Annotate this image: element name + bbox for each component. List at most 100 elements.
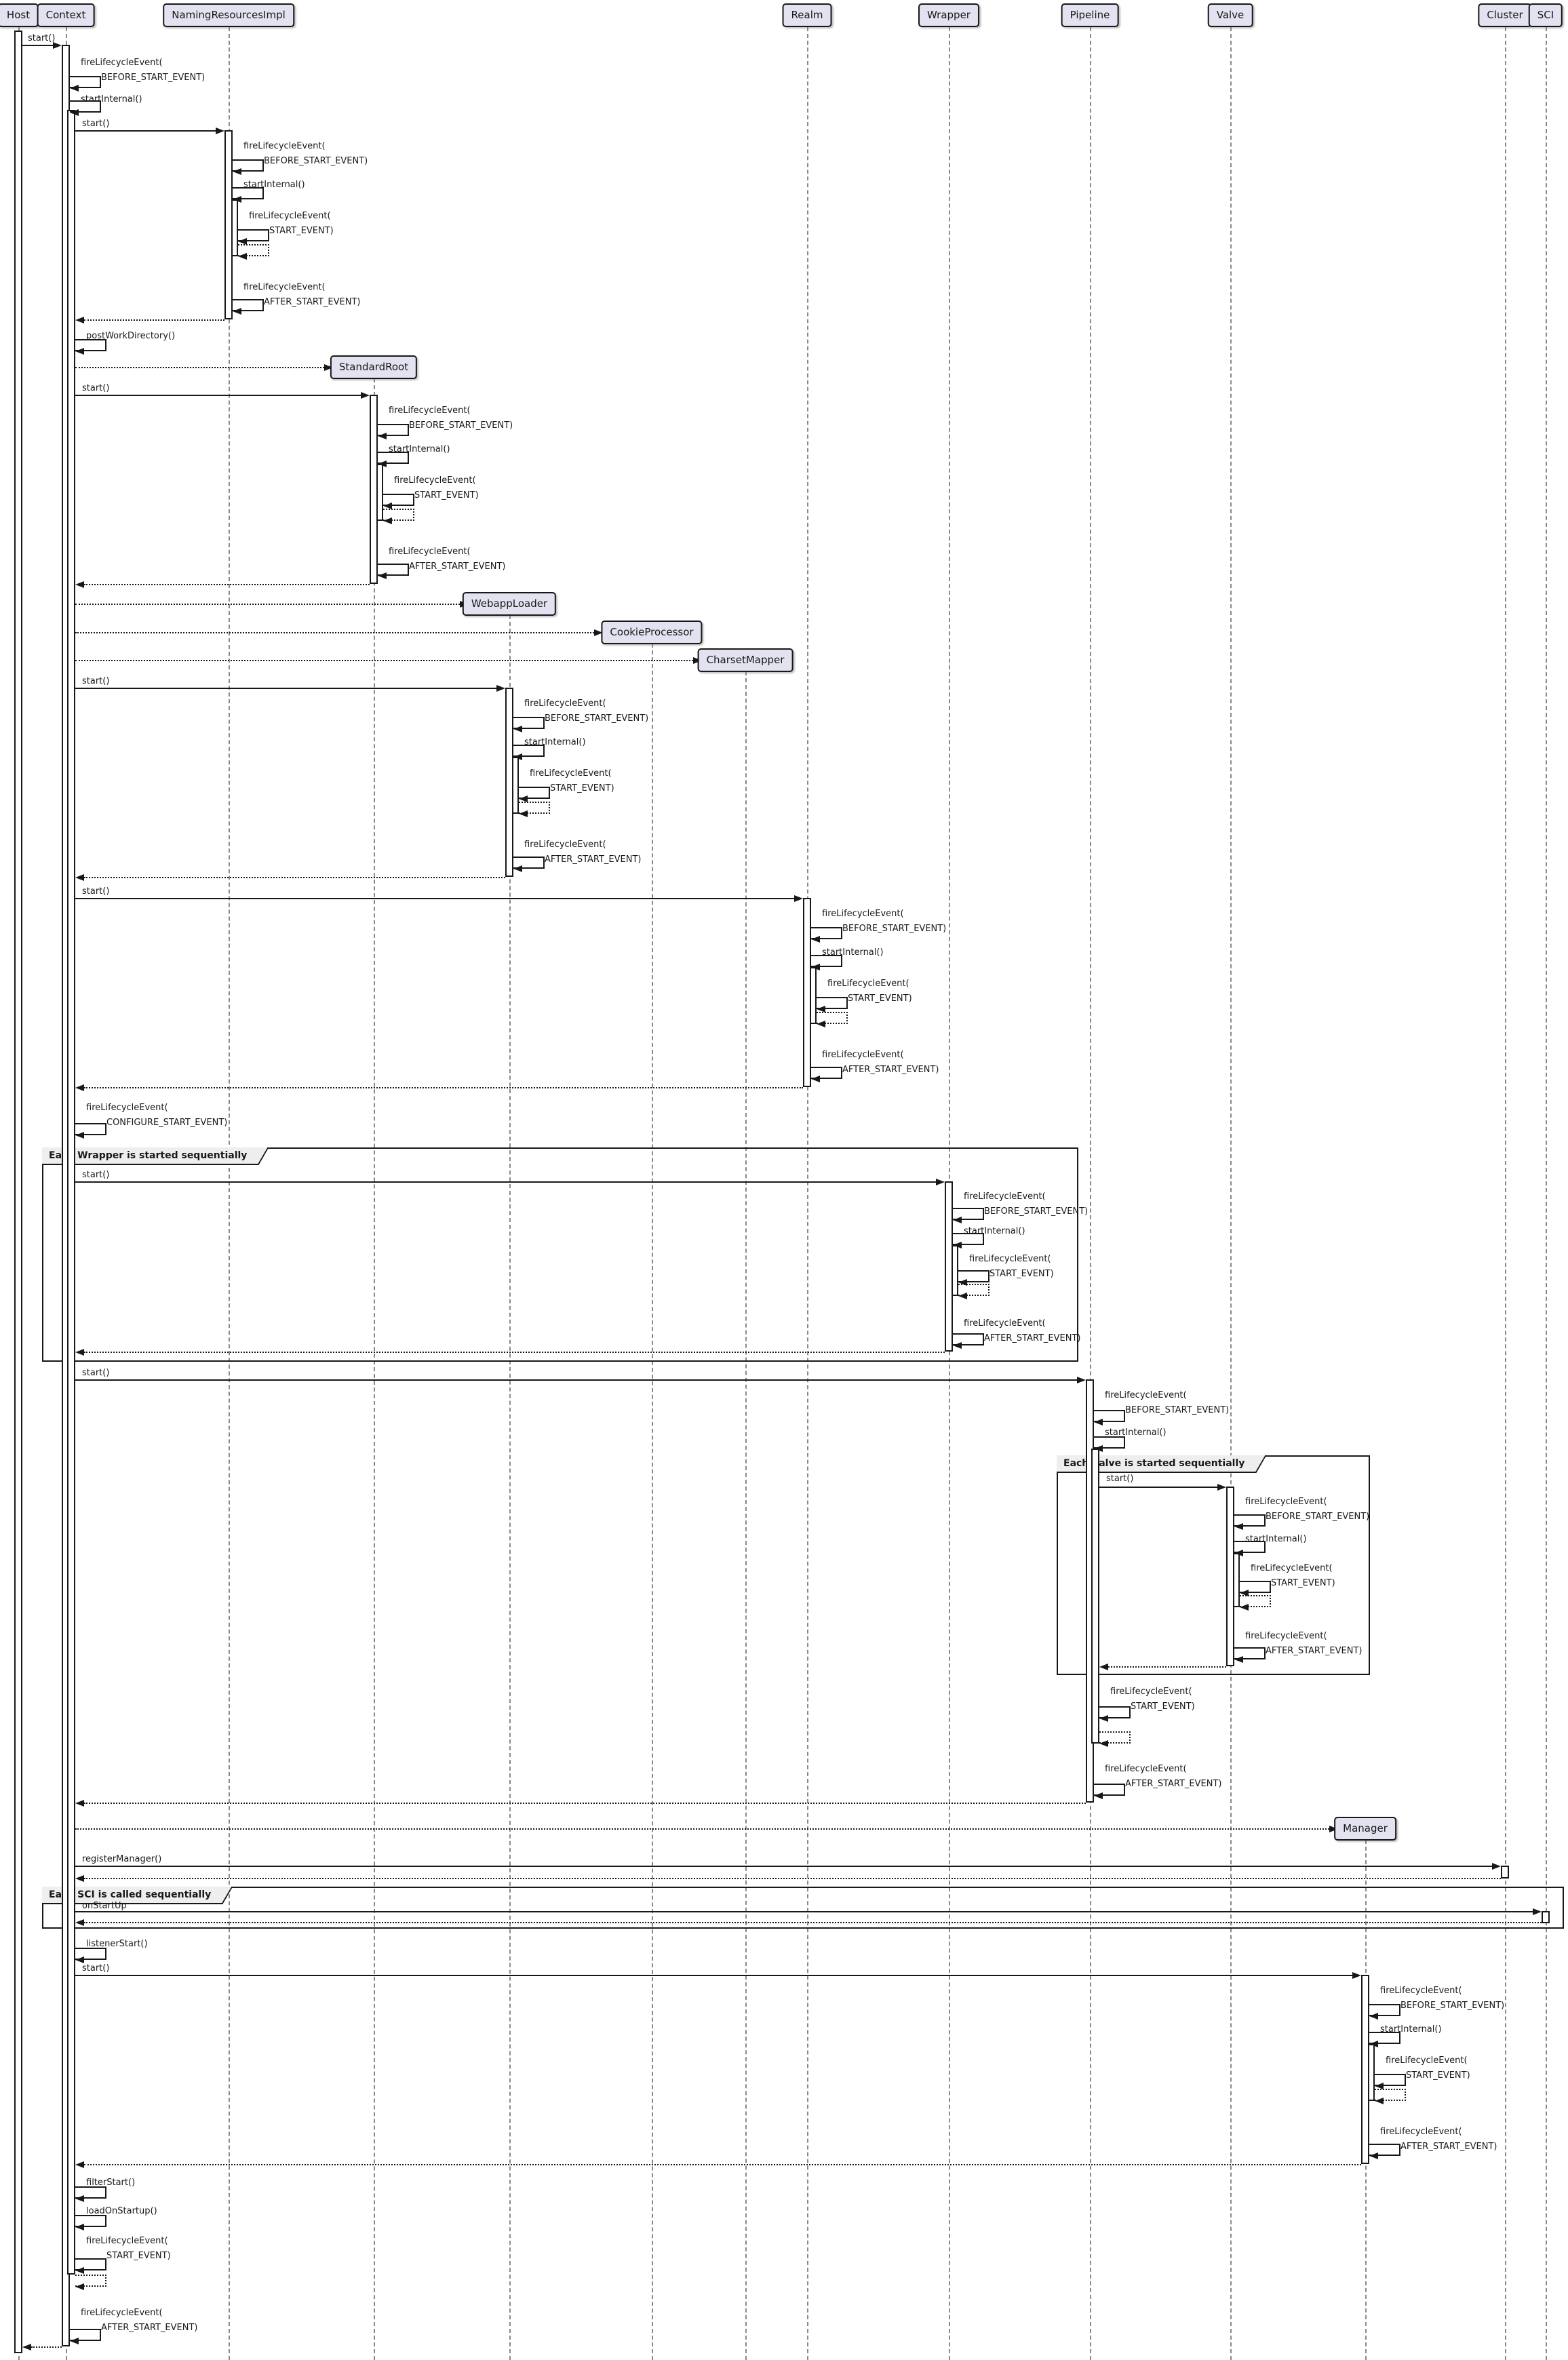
lifeline-cluster — [1505, 27, 1506, 2360]
self-call-loop — [1369, 2144, 1400, 2156]
arrowhead-icon — [378, 460, 387, 467]
arrowhead-icon — [958, 1279, 967, 1286]
message-label: start() — [28, 31, 55, 46]
participant-box-cookieprocessor: CookieProcessor — [601, 621, 703, 644]
self-call-loop — [233, 187, 264, 199]
arrowhead-icon — [70, 85, 79, 92]
message-label-line: fireLifecycleEvent( — [1105, 1390, 1187, 1400]
return-line — [84, 2164, 1361, 2165]
self-call-loop — [238, 229, 269, 241]
message-label: fireLifecycleEvent(START_EVENT) — [1251, 1561, 1335, 1591]
message-label: fireLifecycleEvent(BEFORE_START_EVENT) — [822, 907, 946, 937]
self-call-loop — [75, 1123, 106, 1135]
message-label-line: fireLifecycleEvent( — [964, 1192, 1046, 1202]
message-line — [75, 1181, 936, 1183]
message-label-line: registerManager() — [82, 1854, 162, 1864]
message-label-line: AFTER_START_EVENT) — [409, 562, 506, 572]
arrowhead-icon — [75, 2195, 84, 2202]
self-call-loop — [383, 494, 414, 506]
return-line — [84, 1803, 1086, 1804]
message-label-line: START_EVENT) — [848, 994, 912, 1004]
frame-title-label: Each Wrapper is started sequentially — [42, 1147, 267, 1164]
lifeline-webapploader — [509, 615, 511, 2360]
self-call-loop — [1094, 1784, 1125, 1796]
message-label-line: fireLifecycleEvent( — [822, 909, 904, 919]
message-label-line: start() — [82, 676, 110, 686]
message-label: fireLifecycleEvent(AFTER_START_EVENT) — [389, 545, 506, 574]
message-label: fireLifecycleEvent(BEFORE_START_EVENT) — [389, 404, 513, 433]
message-label-line: AFTER_START_EVENT) — [842, 1065, 939, 1075]
arrowhead-icon — [75, 2267, 84, 2274]
self-call-loop — [519, 787, 550, 799]
message-line — [75, 1911, 1533, 1912]
message-label: startInternal() — [822, 945, 884, 960]
arrowhead-icon — [953, 1342, 962, 1349]
arrowhead-icon — [216, 127, 224, 134]
arrowhead-icon — [1099, 1740, 1108, 1747]
message-label-line: start() — [82, 1963, 110, 1973]
message-label-line: startInternal() — [1105, 1428, 1167, 1438]
arrowhead-icon — [811, 936, 820, 943]
message-label: fireLifecycleEvent(START_EVENT) — [969, 1252, 1054, 1282]
message-label-line: start() — [82, 1170, 110, 1180]
arrowhead-icon — [1369, 2041, 1378, 2047]
self-call-loop — [378, 564, 409, 576]
message-label-line: fireLifecycleEvent( — [86, 1103, 168, 1113]
return-line — [84, 1878, 1501, 1879]
arrowhead-icon — [1352, 1972, 1361, 1979]
self-call-loop — [513, 717, 545, 729]
participant-box-charsetmapper: CharsetMapper — [697, 648, 793, 672]
message-label: start() — [1106, 1472, 1133, 1487]
return-line — [84, 1087, 803, 1088]
self-call-loop — [378, 452, 409, 464]
create-line — [75, 632, 594, 633]
message-label: fireLifecycleEvent(BEFORE_START_EVENT) — [1245, 1495, 1369, 1525]
message-label-line: startInternal() — [964, 1226, 1025, 1236]
arrowhead-icon — [1234, 1656, 1243, 1663]
arrowhead-icon — [593, 629, 603, 636]
return-line — [31, 2346, 62, 2348]
arrowhead-icon — [75, 2161, 84, 2168]
message-label-line: start() — [82, 119, 110, 129]
message-label-line: AFTER_START_EVENT) — [264, 297, 361, 307]
message-label: fireLifecycleEvent(AFTER_START_EVENT) — [243, 280, 361, 310]
self-return-loop — [238, 244, 269, 256]
arrowhead-icon — [1240, 1590, 1249, 1596]
self-call-loop — [75, 1948, 106, 1960]
arrowhead-icon — [1234, 1550, 1243, 1556]
arrowhead-icon — [1329, 1826, 1339, 1832]
arrowhead-icon — [75, 1132, 84, 1139]
message-label: fireLifecycleEvent(AFTER_START_EVENT) — [822, 1048, 939, 1078]
message-label: startInternal() — [524, 735, 586, 750]
message-label: fireLifecycleEvent(START_EVENT) — [530, 766, 614, 796]
message-label-line: onStartUp — [82, 1901, 127, 1911]
arrowhead-icon — [1217, 1484, 1226, 1491]
self-return-loop — [1375, 2089, 1406, 2101]
message-label-line: fireLifecycleEvent( — [964, 1318, 1046, 1329]
message-label-line: AFTER_START_EVENT) — [545, 854, 642, 865]
participant-box-context: Context — [37, 3, 95, 27]
message-label-line: START_EVENT) — [269, 226, 334, 236]
message-label: fireLifecycleEvent(BEFORE_START_EVENT) — [964, 1189, 1088, 1219]
message-label-line: fireLifecycleEvent( — [394, 475, 476, 486]
arrowhead-icon — [238, 238, 247, 245]
frame-group-2 — [42, 1887, 1564, 1929]
arrowhead-icon — [75, 2283, 84, 2290]
arrowhead-icon — [953, 1217, 962, 1223]
message-label-line: fireLifecycleEvent( — [524, 840, 606, 850]
message-label-line: fireLifecycleEvent( — [81, 2308, 163, 2318]
arrowhead-icon — [75, 317, 84, 323]
activation-bar — [1542, 1911, 1550, 1923]
activation-bar — [505, 688, 513, 877]
message-label-line: fireLifecycleEvent( — [243, 141, 326, 151]
message-label: listenerStart() — [86, 1937, 148, 1952]
arrowhead-icon — [70, 109, 79, 116]
message-label-line: fireLifecycleEvent( — [81, 58, 163, 68]
message-label-line: START_EVENT) — [1406, 2070, 1470, 2081]
arrowhead-icon — [378, 572, 387, 579]
arrowhead-icon — [1094, 1419, 1103, 1425]
self-call-loop — [1369, 2004, 1400, 2016]
self-call-loop — [233, 299, 264, 311]
message-label-line: AFTER_START_EVENT) — [1266, 1646, 1363, 1656]
create-line — [75, 604, 460, 605]
